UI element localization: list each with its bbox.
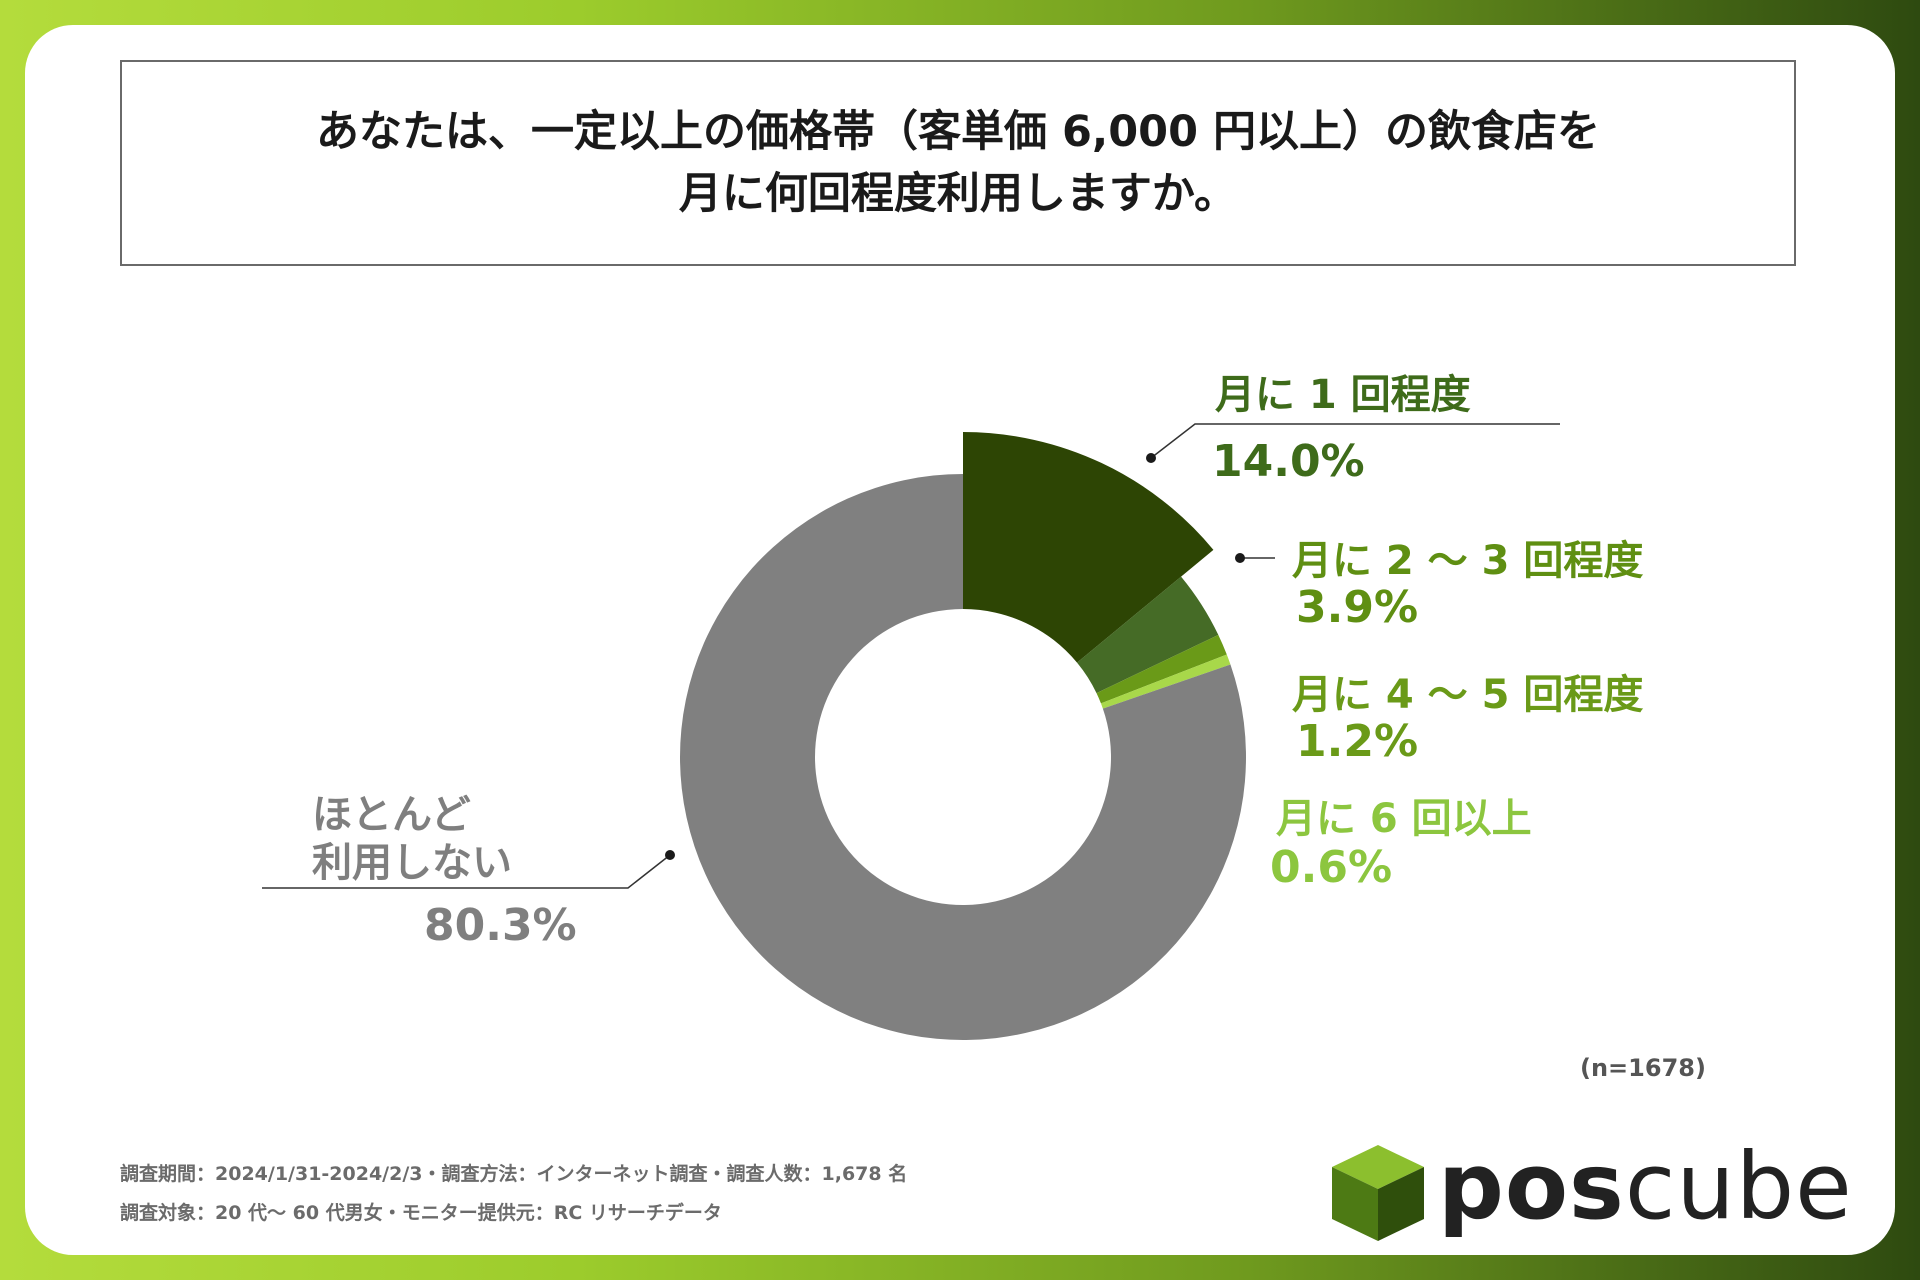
slice-value-once-a-month: 14.0% (1212, 436, 1365, 487)
slice-label-2-3-times: 月に 2 ～ 3 回程度 (1292, 538, 1644, 584)
slice-label-rarely-line-2: 利用しない (312, 840, 512, 886)
slice-rarely (679, 474, 1246, 1040)
slice-4-5-times (1096, 634, 1227, 704)
survey-info-line-1: 調査期間：2024/1/31-2024/2/3・調査方法：インターネット調査・調… (120, 1163, 908, 1185)
slice-value-4-5-times: 1.2% (1296, 716, 1419, 767)
slice-value-6-or-more: 0.6% (1270, 842, 1393, 893)
leader-line-rarely (262, 854, 671, 889)
leader-dot-rarely (665, 850, 675, 860)
leader-line-once-a-month (1150, 423, 1560, 459)
leader-dot-once-a-month (1146, 453, 1156, 463)
leader-dot-2-3-times (1235, 553, 1245, 563)
poscube-cube-logo-icon (1332, 1145, 1424, 1241)
sample-size-label: (n=1678) (1580, 1054, 1706, 1082)
slice-once-a-month (963, 432, 1214, 663)
slice-6-or-more (1100, 654, 1231, 709)
slice-value-2-3-times: 3.9% (1296, 582, 1419, 633)
question-title-box: あなたは、一定以上の価格帯（客単価 6,000 円以上）の飲食店を 月に何回程度… (120, 60, 1796, 266)
slice-label-rarely-line-1: ほとんど (312, 792, 471, 838)
question-title-line-1: あなたは、一定以上の価格帯（客単価 6,000 円以上）の飲食店を (316, 107, 1600, 157)
slice-label-once-a-month: 月に 1 回程度 (1215, 372, 1471, 418)
slice-label-6-or-more: 月に 6 回以上 (1276, 796, 1532, 842)
slice-value-rarely: 80.3% (424, 900, 577, 951)
logo-text-pos: pos (1438, 1133, 1625, 1240)
poscube-logo-text: poscube (1438, 1132, 1853, 1242)
logo-text-cube: cube (1624, 1133, 1853, 1240)
question-title-line-2: 月に何回程度利用しますか。 (678, 169, 1238, 219)
card-background (25, 25, 1895, 1255)
slice-2-3-times (1077, 576, 1219, 694)
slice-label-4-5-times: 月に 4 ～ 5 回程度 (1292, 672, 1644, 718)
survey-info-line-2: 調査対象：20 代～ 60 代男女・モニター提供元：RC リサーチデータ (120, 1202, 722, 1224)
